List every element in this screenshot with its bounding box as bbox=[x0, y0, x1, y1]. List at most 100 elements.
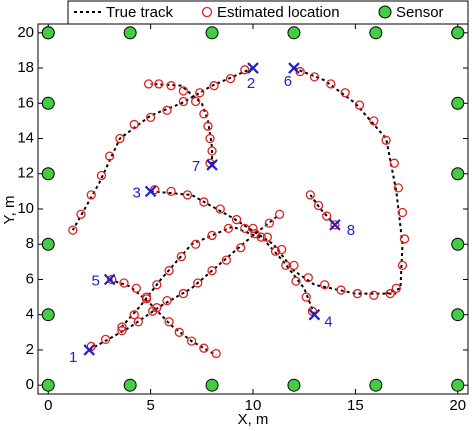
estimated-point bbox=[322, 211, 332, 221]
sensor bbox=[451, 308, 465, 322]
estimated-point bbox=[211, 348, 221, 359]
y-tick-label: 8 bbox=[26, 235, 34, 252]
estimated-point bbox=[191, 239, 201, 249]
track-label: 5 bbox=[91, 272, 99, 289]
estimated-point bbox=[221, 255, 232, 265]
y-tick-label: 2 bbox=[26, 341, 34, 358]
true-track bbox=[150, 190, 397, 295]
sensor bbox=[451, 237, 465, 251]
sensor bbox=[41, 26, 55, 40]
estimated-point bbox=[145, 112, 156, 123]
estimated-point bbox=[68, 225, 78, 235]
estimated-point bbox=[199, 343, 209, 353]
y-axis-label: Y, m bbox=[1, 196, 18, 225]
estimated-point bbox=[162, 105, 172, 115]
estimated-point bbox=[270, 246, 281, 256]
estimated-point bbox=[186, 336, 197, 346]
estimated-point bbox=[150, 184, 160, 195]
track-label: 7 bbox=[192, 158, 200, 175]
x-tick-label: 10 bbox=[245, 397, 262, 414]
estimated-point bbox=[320, 280, 330, 290]
estimated-point bbox=[154, 79, 164, 89]
estimated-point bbox=[369, 116, 379, 126]
estimated-point bbox=[281, 260, 291, 271]
estimated-point bbox=[100, 334, 111, 345]
y-tick-label: 18 bbox=[17, 59, 34, 76]
track-label: 6 bbox=[284, 73, 292, 90]
sensor bbox=[451, 96, 465, 110]
estimated-point bbox=[174, 327, 184, 337]
start-marker bbox=[103, 273, 116, 286]
y-tick-label: 20 bbox=[17, 24, 34, 41]
estimated-point bbox=[178, 96, 189, 107]
sensor bbox=[41, 167, 55, 181]
estimated-point bbox=[195, 88, 205, 98]
estimated-point bbox=[240, 65, 250, 75]
y-tick-label: 10 bbox=[17, 200, 34, 217]
x-tick-label: 20 bbox=[449, 397, 466, 414]
track-label: 2 bbox=[247, 75, 255, 92]
sensor bbox=[41, 308, 55, 322]
estimated-point bbox=[354, 100, 365, 110]
estimated-point bbox=[166, 81, 176, 91]
estimated-point bbox=[264, 218, 275, 228]
sensor bbox=[123, 26, 137, 40]
estimated-point bbox=[207, 266, 217, 276]
estimated-point bbox=[274, 209, 285, 219]
estimated-point bbox=[107, 274, 117, 285]
true-track bbox=[109, 278, 217, 357]
sensor bbox=[41, 237, 55, 251]
sensor bbox=[369, 26, 383, 40]
estimated-point bbox=[301, 292, 311, 302]
estimated-point bbox=[231, 214, 242, 225]
legend-label: Sensor bbox=[396, 4, 444, 21]
start-marker bbox=[144, 185, 157, 198]
estimated-point bbox=[129, 119, 139, 130]
estimated-point bbox=[207, 230, 217, 241]
estimated-point bbox=[166, 186, 176, 197]
estimated-point bbox=[340, 88, 350, 98]
estimated-point bbox=[119, 278, 129, 288]
x-tick-label: 15 bbox=[347, 397, 364, 414]
estimated-point bbox=[240, 223, 250, 234]
legend-label: Estimated location bbox=[217, 4, 340, 21]
estimated-point bbox=[223, 223, 234, 234]
estimated-point bbox=[205, 133, 215, 144]
legend-label: True track bbox=[106, 4, 173, 21]
y-tick-label: 6 bbox=[26, 270, 34, 287]
estimated-point bbox=[96, 170, 107, 181]
estimated-point bbox=[199, 197, 209, 207]
estimated-point bbox=[397, 207, 408, 218]
estimated-point bbox=[199, 109, 209, 119]
estimated-point bbox=[86, 341, 96, 352]
estimated-point bbox=[193, 278, 203, 288]
estimated-point bbox=[399, 234, 410, 244]
estimated-point bbox=[152, 280, 162, 290]
y-tick-label: 12 bbox=[17, 165, 34, 182]
estimated-point bbox=[176, 251, 186, 262]
estimated-point bbox=[141, 292, 152, 302]
y-tick-label: 16 bbox=[17, 94, 34, 111]
estimated-point bbox=[76, 209, 86, 219]
estimated-point bbox=[133, 317, 143, 327]
track-label: 8 bbox=[347, 222, 355, 239]
estimated-point bbox=[191, 96, 201, 107]
start-marker bbox=[247, 62, 259, 74]
sensor bbox=[123, 378, 137, 392]
x-axis-label: X, m bbox=[238, 411, 269, 428]
sensor bbox=[451, 167, 465, 181]
sensor bbox=[205, 26, 219, 40]
true-track bbox=[150, 82, 214, 165]
legend-swatch bbox=[378, 5, 392, 19]
legend-swatch bbox=[201, 6, 213, 18]
estimated-point bbox=[381, 135, 391, 145]
estimated-point bbox=[162, 295, 172, 306]
start-marker bbox=[288, 62, 300, 74]
estimated-point bbox=[303, 273, 313, 283]
estimated-point bbox=[330, 220, 340, 230]
estimated-point bbox=[207, 146, 217, 156]
estimated-point bbox=[225, 73, 236, 84]
legend-box bbox=[67, 0, 469, 25]
estimated-point bbox=[326, 79, 336, 89]
